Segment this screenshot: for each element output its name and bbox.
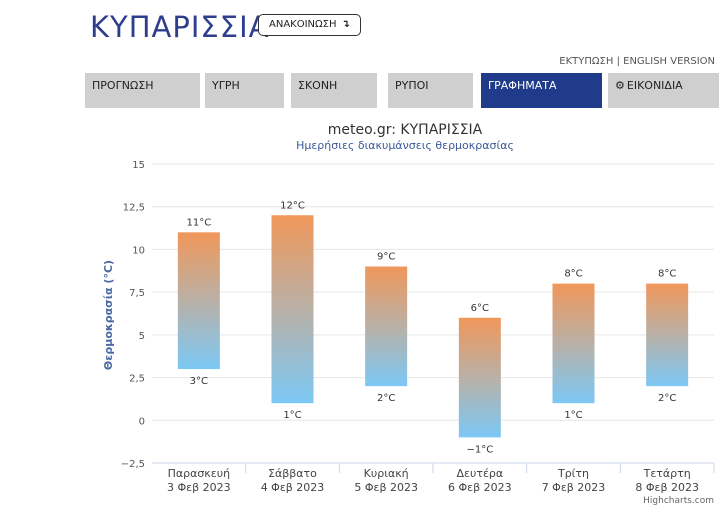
tab-humidity[interactable]: ΥΓΡΗ	[205, 73, 284, 108]
low-temp-label: 1°C	[564, 410, 582, 421]
high-temp-label: 6°C	[471, 303, 489, 314]
tab-label: ΕΙΚΟΝΙΔΙΑ	[626, 79, 683, 92]
bar-series: 11°C 3°C 12°C 1°C 9°C 2°C 6°C −1°C 8°C 1°C 8°C 2°C	[177, 200, 689, 455]
temperature-range-bar[interactable]	[458, 317, 501, 438]
x-tick-day-label: Κυριακή	[364, 467, 409, 480]
chart-subtitle: Ημερήσιες διακυμάνσεις θερμοκρασίας	[296, 139, 514, 152]
page-title: ΚΥΠΑΡΙΣΣΙΑ	[90, 10, 270, 44]
tab-bar: ΠΡΟΓΝΩΣΗ ΥΓΡΗ ΣΚΟΝΗ ΡΥΠΟΙ ΓΡΑΦΗΜΑΤΑ ⚙ ΕΙΚ…	[85, 73, 719, 108]
chart-title: meteo.gr: ΚΥΠΑΡΙΣΣΙΑ	[328, 122, 483, 138]
x-tick-day-label: Παρασκευή	[168, 467, 231, 480]
tab-label: ΠΡΟΓΝΩΣΗ	[92, 79, 154, 92]
high-temp-label: 8°C	[564, 269, 582, 280]
tab-label: ΣΚΟΝΗ	[298, 79, 338, 92]
x-tick-date-label: 3 Φεβ 2023	[167, 481, 231, 494]
y-tick-label: 7,5	[129, 288, 145, 299]
tab-label: ΓΡΑΦΗΜΑΤΑ	[488, 79, 557, 92]
y-tick-label: 0	[139, 416, 145, 427]
y-tick-label: 12,5	[123, 203, 145, 214]
tab-forecast[interactable]: ΠΡΟΓΝΩΣΗ	[85, 73, 200, 108]
x-tick-date-label: 4 Φεβ 2023	[261, 481, 325, 494]
print-link[interactable]: ΕΚΤΥΠΩΣΗ	[559, 56, 614, 67]
low-temp-label: 3°C	[190, 376, 208, 387]
y-tick-label: 2,5	[129, 374, 145, 385]
link-separator: |	[616, 56, 620, 67]
gridlines	[152, 163, 714, 464]
x-tick-day-label: Τρίτη	[557, 467, 589, 480]
tab-icons[interactable]: ⚙ ΕΙΚΟΝΙΔΙΑ	[608, 73, 719, 108]
x-tick-date-label: 6 Φεβ 2023	[448, 481, 512, 494]
x-tick-day-label: Σάββατο	[268, 467, 317, 480]
temperature-range-bar[interactable]	[271, 215, 314, 404]
x-tick-date-label: 5 Φεβ 2023	[354, 481, 418, 494]
y-axis-ticks: 15 12,5 10 7,5 5 2,5 0 −2,5	[121, 160, 145, 470]
x-tick-date-label: 8 Φεβ 2023	[635, 481, 699, 494]
tab-pollutants[interactable]: ΡΥΠΟΙ	[388, 73, 473, 108]
arrow-down-return-icon: ↴	[341, 19, 350, 30]
gear-icon: ⚙	[615, 79, 625, 92]
temperature-range-bar[interactable]	[552, 283, 595, 404]
y-tick-label: 15	[132, 160, 145, 171]
low-temp-label: 2°C	[658, 393, 676, 404]
y-axis-title: Θερμοκρασία (°C)	[102, 260, 115, 370]
tab-dust[interactable]: ΣΚΟΝΗ	[291, 73, 377, 108]
temperature-range-bar[interactable]	[365, 266, 408, 387]
low-temp-label: 2°C	[377, 393, 395, 404]
y-tick-label: −2,5	[121, 459, 145, 470]
temperature-chart: meteo.gr: ΚΥΠΑΡΙΣΣΙΑ Ημερήσιες διακυμάνσ…	[0, 112, 726, 527]
high-temp-label: 11°C	[186, 217, 211, 228]
y-tick-label: 10	[132, 245, 145, 256]
chart-svg: meteo.gr: ΚΥΠΑΡΙΣΣΙΑ Ημερήσιες διακυμάνσ…	[102, 122, 715, 506]
tab-label: ΥΓΡΗ	[212, 79, 240, 92]
english-version-link[interactable]: ENGLISH VERSION	[623, 56, 715, 67]
tab-charts[interactable]: ΓΡΑΦΗΜΑΤΑ	[481, 73, 602, 108]
high-temp-label: 8°C	[658, 269, 676, 280]
announcement-button[interactable]: ΑΝΑΚΟΙΝΩΣΗ ↴	[258, 14, 361, 36]
temperature-range-bar[interactable]	[177, 232, 220, 370]
low-temp-label: −1°C	[466, 444, 493, 455]
x-tick-day-label: Δευτέρα	[457, 467, 504, 480]
high-temp-label: 12°C	[280, 200, 305, 211]
top-links: ΕΚΤΥΠΩΣΗ | ENGLISH VERSION	[559, 56, 715, 67]
y-tick-label: 5	[139, 331, 145, 342]
high-temp-label: 9°C	[377, 252, 395, 263]
x-tick-date-label: 7 Φεβ 2023	[542, 481, 606, 494]
temperature-range-bar[interactable]	[646, 283, 689, 387]
announcement-label: ΑΝΑΚΟΙΝΩΣΗ	[269, 19, 337, 30]
tab-label: ΡΥΠΟΙ	[395, 79, 429, 92]
highcharts-credit[interactable]: Highcharts.com	[643, 496, 714, 506]
x-tick-day-label: Τετάρτη	[643, 467, 691, 480]
low-temp-label: 1°C	[283, 410, 301, 421]
